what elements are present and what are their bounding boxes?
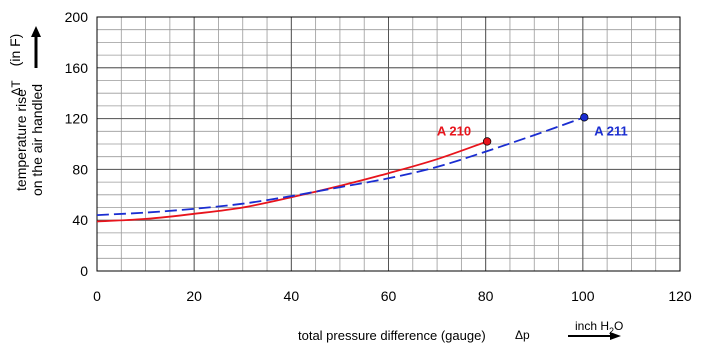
series-endpoint-a-211	[580, 113, 589, 122]
x-tick-labels: 0 20 40 60 80 100 120	[93, 288, 692, 304]
series-layer: A 210 A 211	[96, 113, 628, 223]
y-tick-label: 160	[65, 60, 89, 76]
x-tick-label: 60	[381, 288, 397, 304]
x-axis-unit: inch H2O	[575, 319, 623, 336]
plot-frame	[96, 16, 681, 272]
x-tick-label: 20	[186, 288, 202, 304]
y-tick-label: 0	[80, 263, 88, 279]
y-tick-labels: 0 40 80 120 160 200	[65, 9, 89, 279]
y-axis-arrow	[31, 26, 41, 68]
x-axis-label: total pressure difference (gauge)	[298, 328, 486, 343]
y-axis-label-line1: temperature rise	[13, 89, 29, 191]
y-tick-label: 200	[65, 9, 89, 25]
series-endpoint-a-210	[482, 137, 492, 146]
y-axis-symbol: ΔT	[9, 80, 23, 96]
y-tick-label: 120	[65, 111, 89, 127]
series-line-a-211	[96, 116, 585, 216]
y-axis-label-line2: on the air handled	[29, 84, 45, 196]
series-label-a-210: A 210	[437, 123, 471, 138]
series-line-a-210	[96, 140, 488, 223]
x-tick-label: 40	[284, 288, 300, 304]
y-axis-label: temperature rise on the air handled	[13, 84, 45, 196]
series-label-a-211: A 211	[594, 123, 628, 138]
y-tick-label: 40	[72, 212, 88, 228]
x-axis-arrow	[568, 332, 621, 340]
x-tick-label: 0	[93, 288, 101, 304]
y-tick-label: 80	[72, 161, 88, 177]
x-axis-symbol: Δp	[515, 328, 530, 342]
x-tick-label: 120	[668, 288, 692, 304]
x-tick-label: 100	[571, 288, 595, 304]
x-tick-label: 80	[478, 288, 494, 304]
y-axis-unit: (in F)	[7, 34, 23, 67]
